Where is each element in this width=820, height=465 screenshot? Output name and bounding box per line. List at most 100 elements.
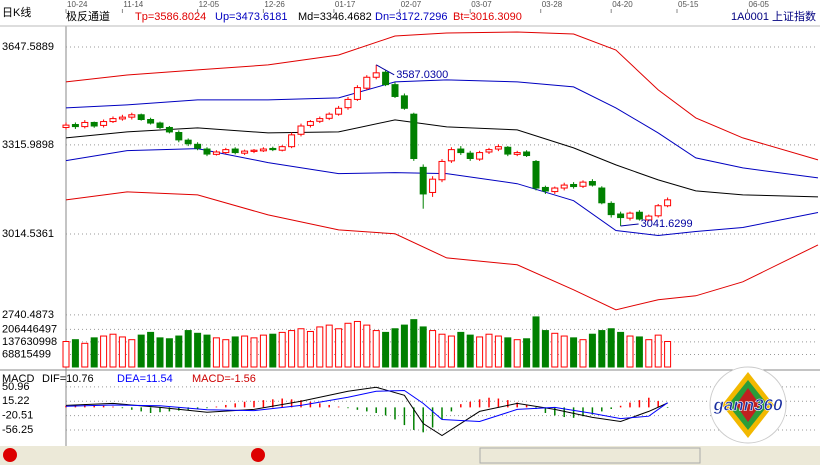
candle-body [664,199,672,207]
candle-body [288,134,296,148]
volume-bar [438,333,446,368]
indicator-title: 极反通道 [66,9,110,23]
candle-body [626,212,634,219]
macd-title: MACD [2,373,34,385]
band-line [65,191,819,311]
volume-bar [476,336,484,368]
y-tick-label: 15.22 [2,395,30,407]
volume-bar [485,333,493,368]
candle-body [184,139,192,145]
volume-bar [513,339,521,368]
candle-body [560,184,568,189]
candle-body [541,186,549,192]
volume-bar [419,326,427,368]
volume-bar [184,330,192,368]
candle-body [598,187,606,204]
volume-bar [175,335,183,368]
candle-body [259,148,267,152]
x-tick-label: 10-24 [67,0,88,9]
candle-body [325,113,333,119]
volume-bar [400,324,408,368]
x-tick-label: 04-20 [612,0,633,9]
y-tick-label: -56.25 [2,424,33,436]
period-label: 日K线 [2,5,31,19]
candle-body [353,87,361,100]
volume-bar [222,339,230,368]
logo: gann360 [709,366,787,444]
candle-body [410,113,418,159]
legend-label: Tp=3586.8024 [135,11,206,23]
y-tick-label: 68815499 [2,348,51,360]
candle-body [100,121,108,126]
volume-bar [382,331,390,368]
candle-body [551,187,559,193]
candle-body [90,121,98,127]
candle-body [175,131,183,141]
volume-bar [560,335,568,368]
candle-body [447,149,455,162]
x-tick-label: 11-14 [123,0,143,9]
macd-line [65,386,668,437]
x-tick-label: 12-26 [264,0,285,9]
candle-body [278,146,286,151]
macd-line [65,389,668,423]
candle-body [607,202,615,216]
candle-body [635,211,643,220]
volume-bar [494,335,502,368]
volume-bar [551,332,559,368]
volume-bar [109,333,117,368]
volume-bar [278,331,286,368]
volume-bar [81,342,89,368]
volume-bar [504,337,512,368]
candle-body [457,148,465,154]
x-tick-label: 03-28 [542,0,563,9]
candle-body [297,125,305,135]
candle-body [250,149,258,152]
volume-bar [617,331,625,368]
candle-body [588,181,596,186]
volume-bar [664,341,672,368]
legend-label: DEA=11.54 [117,373,173,385]
y-tick-label: 137630998 [2,336,57,348]
candle-body [147,119,155,124]
volume-bar [429,330,437,368]
candle-body [391,84,399,97]
y-tick-label: -20.51 [2,410,33,422]
x-tick-label: 05-15 [678,0,699,9]
candle-body [429,178,437,193]
volume-bar [344,322,352,368]
volume-bar [118,336,126,368]
candle-body [654,205,662,217]
volume-bar [588,333,596,368]
candle-body [419,166,427,195]
candle-body [241,150,249,154]
candle-body [344,98,352,109]
candle-body [194,143,202,149]
candle-body [71,124,79,128]
volume-bar [269,333,277,368]
volume-bar [259,334,267,368]
band-line [65,31,819,161]
y-tick-label: 3014.5361 [2,228,54,240]
volume-bar [579,339,587,368]
candle-body [579,181,587,187]
volume-bar [212,337,220,368]
volume-bar [541,330,549,368]
volume-bar [645,339,653,368]
candle-body [504,146,512,155]
volume-bar [410,319,418,368]
x-tick-label: 12-05 [199,0,220,9]
volume-bar [250,337,258,368]
band-line [65,119,819,198]
icon [251,448,265,462]
volume-bar [466,334,474,368]
legend-label: Up=3473.6181 [215,11,287,23]
x-tick-label: 01-17 [335,0,356,9]
candle-body [645,215,653,221]
candle-body [523,151,531,157]
symbol-label: 1A0001 上证指数 [731,9,816,23]
volume-bar [654,334,662,368]
candle-body [400,95,408,109]
volume-bar [635,336,643,368]
y-tick-label: 3315.9898 [2,139,54,151]
